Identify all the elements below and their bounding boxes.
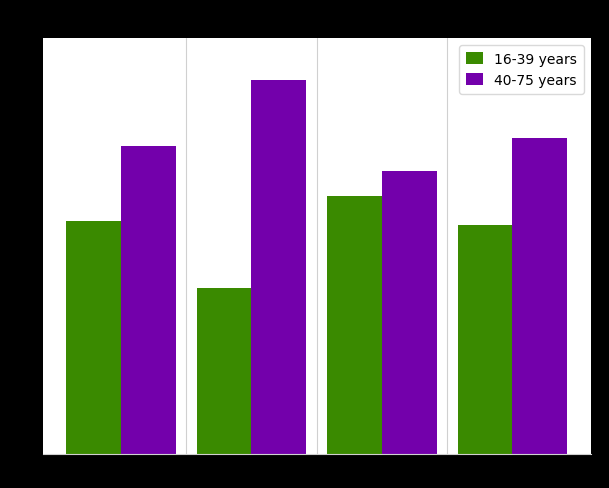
Bar [121,147,176,454]
Bar [66,222,121,454]
Bar [327,197,382,454]
Bar [512,139,567,454]
Bar [382,172,437,454]
Legend: 16-39 years, 40-75 years: 16-39 years, 40-75 years [459,46,584,95]
Bar [197,288,252,454]
Bar [457,225,512,454]
Bar [252,81,306,454]
